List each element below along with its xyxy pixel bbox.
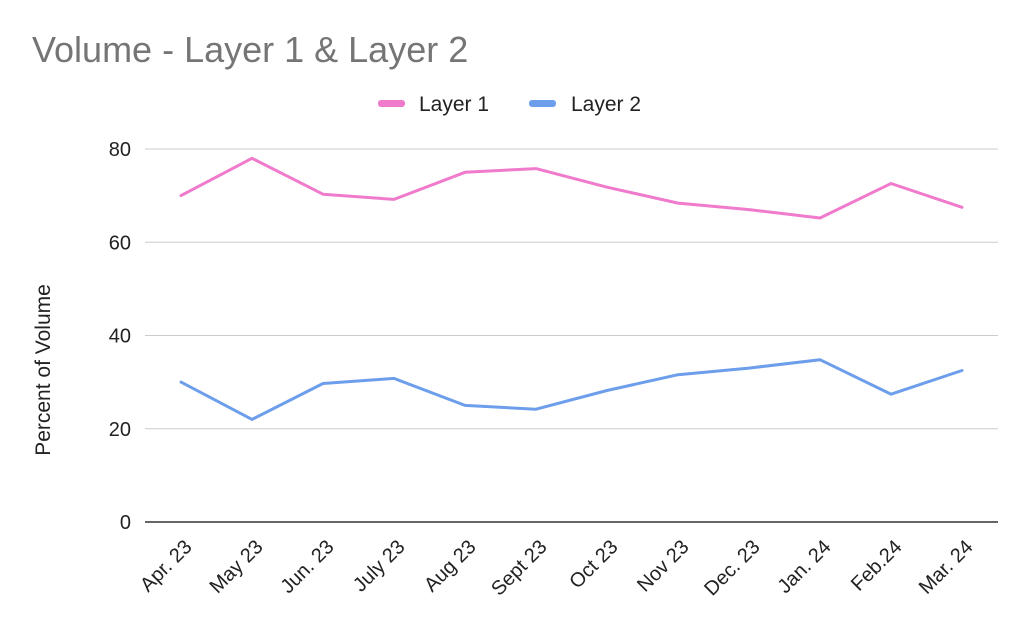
x-tick-label: Mar. 24 bbox=[915, 536, 978, 599]
chart-title: Volume - Layer 1 & Layer 2 bbox=[32, 29, 468, 70]
y-tick-label: 80 bbox=[109, 139, 131, 161]
x-tick-label: May 23 bbox=[206, 536, 268, 598]
series-line-layer-2 bbox=[179, 358, 964, 421]
y-tick-label: 40 bbox=[109, 326, 131, 348]
gridlines bbox=[145, 148, 998, 523]
legend-label: Layer 2 bbox=[571, 93, 641, 116]
x-tick-label: Aug 23 bbox=[420, 536, 480, 596]
x-tick-label: July 23 bbox=[349, 536, 409, 596]
x-tick-label: Sept 23 bbox=[487, 536, 551, 600]
legend-label: Layer 1 bbox=[419, 93, 489, 116]
x-tick-label: Nov 23 bbox=[633, 536, 693, 596]
y-axis-title: Percent of Volume bbox=[32, 284, 55, 456]
x-tick-label: Jan. 24 bbox=[774, 536, 836, 598]
series-lines bbox=[179, 156, 964, 421]
x-tick-label: Apr. 23 bbox=[136, 536, 196, 596]
y-axis-ticks: 0 20 40 60 80 bbox=[109, 139, 131, 534]
x-tick-label: Feb.24 bbox=[847, 536, 907, 596]
x-tick-label: Jun. 23 bbox=[277, 536, 339, 598]
legend-swatch bbox=[378, 100, 405, 107]
y-tick-label: 0 bbox=[120, 512, 131, 534]
series-line-layer-1 bbox=[179, 156, 964, 220]
legend: Layer 1 Layer 2 bbox=[378, 93, 641, 116]
legend-swatch bbox=[529, 100, 556, 107]
y-tick-label: 60 bbox=[109, 232, 131, 254]
x-axis-ticks: Apr. 23 May 23 Jun. 23 July 23 Aug 23 Sept 23… bbox=[136, 536, 977, 600]
x-tick-label: Oct 23 bbox=[565, 536, 622, 593]
x-tick-label: Dec. 23 bbox=[700, 536, 764, 600]
y-tick-label: 20 bbox=[109, 419, 131, 441]
